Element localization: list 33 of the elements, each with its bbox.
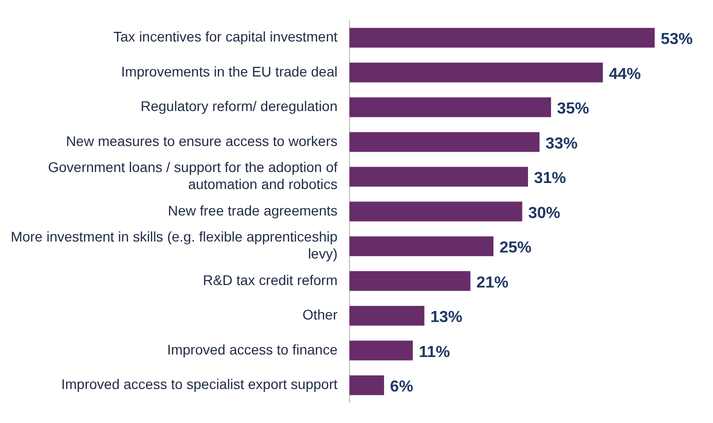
- y-tick-label: Other: [302, 306, 338, 323]
- bar: [350, 271, 470, 291]
- bar: [350, 62, 603, 82]
- bar: [350, 340, 413, 360]
- data-label: 21%: [476, 274, 508, 292]
- data-label: 30%: [528, 204, 560, 222]
- bar: [350, 375, 384, 396]
- bar: [350, 236, 494, 256]
- bar: [350, 28, 655, 48]
- data-label: 6%: [390, 378, 414, 396]
- data-label: 35%: [557, 100, 590, 118]
- y-tick-label: Improved access to specialist export support: [61, 376, 338, 392]
- bar: [350, 97, 552, 118]
- y-tick-label: R&D tax credit reform: [202, 272, 338, 288]
- y-tick-label: Government loans / support for the adoption of automation and robotics: [48, 159, 338, 192]
- data-label: 53%: [660, 31, 693, 48]
- data-label: 33%: [546, 135, 578, 152]
- data-label: 31%: [534, 170, 566, 188]
- y-tick-label: Improvements in the EU trade deal: [121, 63, 338, 80]
- bar: [350, 202, 522, 222]
- y-tick-label: Regulatory reform/ deregulation: [140, 98, 338, 114]
- y-tick-label: Improved access to finance: [167, 341, 338, 358]
- data-label: 13%: [430, 309, 462, 326]
- bar: [350, 166, 528, 187]
- data-label: 11%: [418, 344, 450, 361]
- bar: [350, 306, 424, 326]
- y-tick-label: Tax incentives for capital investment: [113, 28, 338, 45]
- data-label: 44%: [608, 66, 641, 83]
- y-tick-label: New measures to ensure access to workers: [66, 132, 338, 149]
- data-label: 25%: [499, 240, 532, 257]
- y-tick-label: New free trade agreements: [168, 202, 338, 218]
- y-tick-label: More investment in skills (e.g. flexible apprenticeship levy): [10, 228, 338, 262]
- bar: [350, 132, 540, 152]
